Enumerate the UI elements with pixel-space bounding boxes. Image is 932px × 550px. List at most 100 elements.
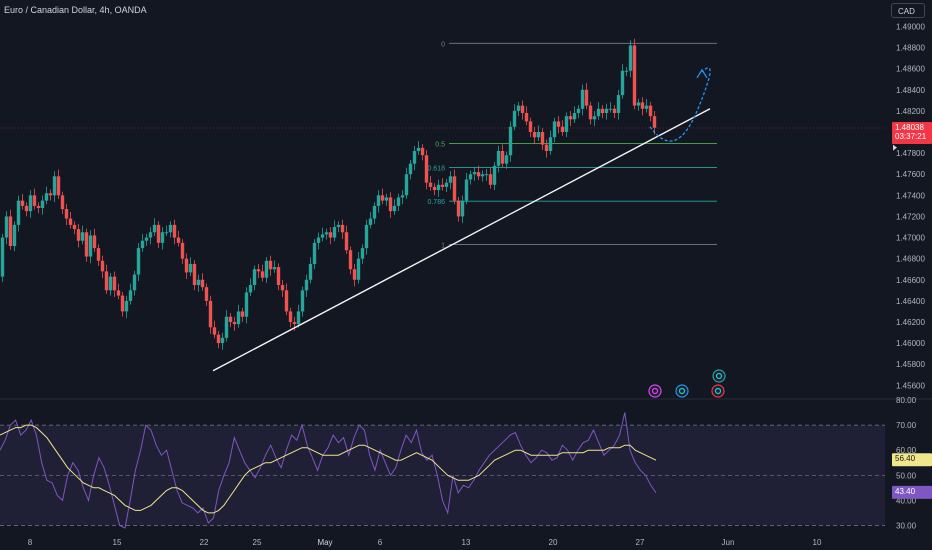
fib-level-label: 0 xyxy=(441,41,445,48)
candle-body xyxy=(80,232,85,241)
rsi-value-text: 43.40 xyxy=(895,487,916,496)
candle-body xyxy=(48,193,53,196)
x-tick-label: Jun xyxy=(722,538,735,547)
candle-body xyxy=(576,108,581,113)
candle-body xyxy=(92,235,97,249)
currency-button[interactable]: CAD xyxy=(891,3,925,18)
candle-body xyxy=(256,269,261,272)
rsi-y-tick-label: 80.00 xyxy=(896,396,917,405)
gear-icon-ring xyxy=(675,384,689,398)
candle-body xyxy=(252,269,257,286)
candle-body xyxy=(428,182,433,187)
candle-body xyxy=(0,237,5,277)
candle-body xyxy=(288,311,293,322)
candle-body xyxy=(344,232,349,251)
candle-body xyxy=(496,151,501,166)
fib-level-label: 1 xyxy=(441,242,445,249)
y-tick-label: 1.48400 xyxy=(896,86,925,95)
candle-body xyxy=(480,174,485,177)
y-tick-label: 1.45600 xyxy=(896,381,925,390)
candle-body xyxy=(472,172,477,175)
fib-level-label: 0.5 xyxy=(435,142,445,149)
candle-body xyxy=(504,155,509,164)
candle-body xyxy=(588,105,593,120)
gear-icon[interactable] xyxy=(675,384,689,398)
candle-body xyxy=(52,176,57,196)
candle-body xyxy=(408,163,413,175)
y-tick-label: 1.46200 xyxy=(896,318,925,327)
candle-body xyxy=(644,105,649,109)
gear-icon[interactable] xyxy=(712,369,726,383)
candle-body xyxy=(548,137,553,151)
candle-body xyxy=(484,174,489,176)
rsi-y-tick-label: 30.00 xyxy=(896,521,917,530)
candle-body xyxy=(128,290,133,301)
candle-body xyxy=(300,290,305,312)
trendline xyxy=(212,108,711,372)
candle-body xyxy=(436,184,441,191)
gear-icon-core xyxy=(715,372,723,380)
candle-body xyxy=(176,237,181,243)
y-tick-label: 1.48200 xyxy=(896,107,925,116)
candle-body xyxy=(68,218,73,225)
candle-body xyxy=(124,300,129,312)
x-tick-label: 15 xyxy=(113,538,122,547)
x-tick-label: 27 xyxy=(636,538,645,547)
candle-body xyxy=(236,311,241,325)
x-tick-label: 10 xyxy=(813,538,822,547)
candle-body xyxy=(76,229,81,241)
candle-body xyxy=(636,102,641,106)
fib-level-label: 0.786 xyxy=(427,199,445,206)
candle-body xyxy=(572,113,577,120)
candle-body xyxy=(508,126,513,156)
candle-body xyxy=(464,179,469,201)
candle-body xyxy=(568,116,573,120)
candle-body xyxy=(12,224,17,246)
gear-icon[interactable] xyxy=(711,384,725,398)
candle-body xyxy=(20,200,25,206)
candle-body xyxy=(556,121,561,127)
y-tick-label: 1.45800 xyxy=(896,360,925,369)
candle-body xyxy=(488,174,493,185)
candle-body xyxy=(172,224,177,238)
candle-body xyxy=(372,205,377,219)
candle-body xyxy=(520,105,525,113)
y-tick-label: 1.47600 xyxy=(896,170,925,179)
gear-icon-ring xyxy=(712,369,726,383)
x-tick-label: 8 xyxy=(28,538,33,547)
candle-body xyxy=(324,232,329,235)
candle-body xyxy=(596,108,601,117)
candle-body xyxy=(280,285,285,291)
rsi-series-line xyxy=(0,412,657,529)
projection-path xyxy=(649,67,711,142)
candle-body xyxy=(376,195,381,206)
candle-body xyxy=(200,279,205,288)
candle-body xyxy=(524,113,529,122)
candle-body xyxy=(208,300,213,328)
candle-body xyxy=(532,132,537,138)
candle-body xyxy=(240,311,245,317)
scale-marker-icon xyxy=(893,144,897,151)
candle-body xyxy=(40,200,45,208)
candle-body xyxy=(44,193,49,201)
last-price-label-box xyxy=(892,121,932,144)
candle-body xyxy=(96,248,101,261)
x-tick-label: 13 xyxy=(462,538,471,547)
candle-body xyxy=(64,209,69,219)
candle-body xyxy=(152,224,157,233)
rsi-ma-value-text: 56.40 xyxy=(895,454,916,463)
candle-body xyxy=(188,263,193,273)
candle-body xyxy=(400,195,405,198)
candle-body xyxy=(276,267,281,286)
lightning-icon[interactable] xyxy=(648,384,662,398)
candle-body xyxy=(608,108,613,110)
candle-body xyxy=(116,290,121,296)
candle-body xyxy=(648,105,653,117)
candle-body xyxy=(204,287,209,301)
x-tick-label: 25 xyxy=(253,538,262,547)
candle-body xyxy=(212,327,217,335)
candle-body xyxy=(632,45,637,106)
candle-body xyxy=(156,224,161,243)
rsi-value-box xyxy=(892,485,932,499)
